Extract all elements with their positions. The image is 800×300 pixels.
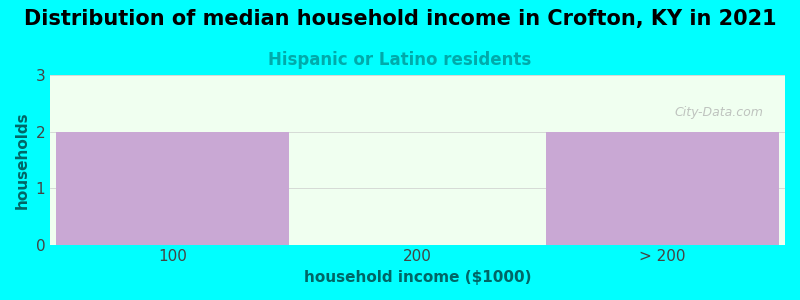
X-axis label: household income ($1000): household income ($1000)	[304, 270, 531, 285]
Text: City-Data.com: City-Data.com	[674, 106, 763, 118]
Y-axis label: households: households	[15, 111, 30, 208]
Text: Hispanic or Latino residents: Hispanic or Latino residents	[268, 51, 532, 69]
Bar	[56, 131, 289, 244]
Text: Distribution of median household income in Crofton, KY in 2021: Distribution of median household income …	[24, 9, 776, 29]
Bar	[546, 131, 779, 244]
